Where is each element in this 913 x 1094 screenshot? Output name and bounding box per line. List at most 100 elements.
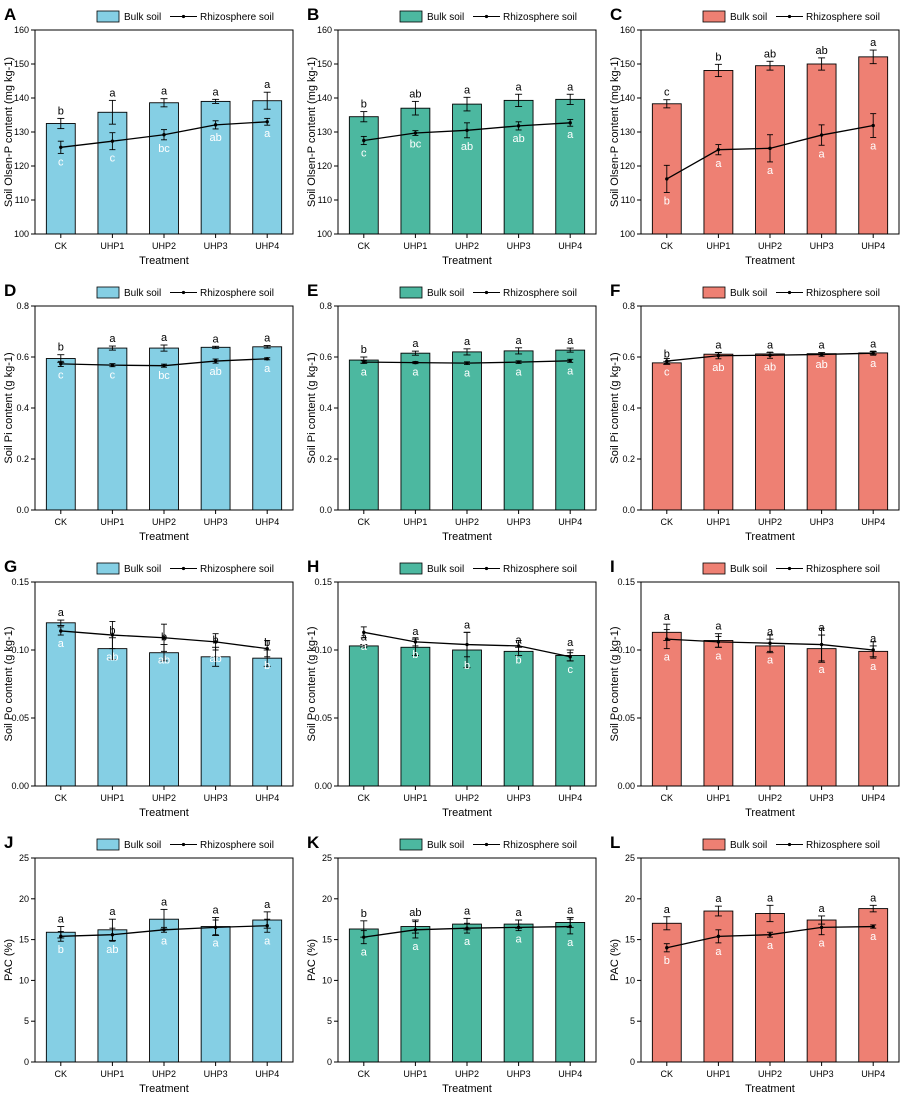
bar-bulk-uhp1: [400, 646, 431, 787]
y-tick-label: 0.00: [11, 781, 29, 791]
x-tick-label: UHP1: [100, 241, 124, 251]
sig-letter-bulk: a: [819, 622, 826, 634]
y-tick-label: 0.0: [319, 505, 332, 515]
x-tick-label: UHP2: [758, 1069, 782, 1079]
x-tick-label: CK: [55, 517, 68, 527]
y-tick-label: 0.6: [319, 352, 332, 362]
y-tick-label: 25: [322, 853, 332, 863]
sig-letter-bulk: b: [161, 632, 167, 644]
legend-bulk-label: Bulk soil: [730, 12, 767, 23]
x-tick-label: UHP4: [861, 1069, 885, 1079]
panel-letter: F: [610, 281, 620, 300]
bar-bulk-uhp3: [503, 650, 534, 787]
sig-letter-bulk: ab: [815, 45, 827, 57]
x-tick-label: UHP3: [204, 517, 228, 527]
point-rhizo-uhp3: [213, 123, 218, 127]
point-rhizo-ck: [59, 629, 63, 633]
x-axis-label: Treatment: [442, 531, 492, 543]
sig-letter-bulk: a: [161, 896, 168, 908]
x-tick-label: UHP3: [810, 517, 834, 527]
y-tick-label: 120: [620, 161, 635, 171]
sig-letter-rhizo: a: [361, 366, 368, 378]
point-rhizo-uhp2: [768, 933, 772, 937]
bar-bulk-uhp3: [806, 63, 837, 235]
sig-letter-rhizo: a: [464, 367, 471, 379]
x-tick-label: UHP4: [558, 241, 582, 251]
legend-bulk-label: Bulk soil: [427, 12, 464, 23]
sig-letter-rhizo: ab: [106, 944, 118, 956]
errorbar-bulk: [108, 99, 116, 125]
y-axis-label: Soil Olsen-P content (mg kg-1): [3, 57, 15, 207]
sig-letter-bulk: a: [664, 904, 671, 916]
bar-bulk-uhp2: [452, 923, 482, 1063]
point-rhizo-uhp1: [716, 354, 721, 358]
point-rhizo-uhp1: [413, 640, 418, 644]
point-rhizo-uhp3: [819, 352, 824, 357]
y-tick-label: 100: [620, 229, 635, 239]
legend: Bulk soil Rhizosphere soil: [96, 10, 274, 23]
bar-bulk-ck: [45, 622, 76, 787]
legend-rhizo-marker: [181, 842, 186, 847]
sig-letter-bulk: a: [870, 633, 877, 645]
x-axis-label: Treatment: [139, 255, 189, 267]
sig-letter-bulk: a: [516, 335, 523, 347]
y-tick-label: 150: [14, 59, 29, 69]
bar-bulk-uhp4: [858, 56, 889, 235]
errorbar-bulk: [160, 344, 168, 352]
y-tick-label: 0.2: [319, 454, 332, 464]
panel-letter: D: [4, 281, 16, 300]
sig-letter-rhizo: b: [264, 660, 270, 672]
sig-letter-rhizo: a: [567, 937, 574, 949]
y-tick-label: 0.00: [617, 781, 635, 791]
sig-letter-rhizo: bc: [410, 138, 422, 150]
sig-letter-rhizo: a: [412, 367, 419, 379]
point-rhizo-uhp1: [413, 360, 418, 365]
sig-letter-bulk: a: [767, 892, 774, 904]
sig-letter-rhizo: ab: [461, 141, 473, 153]
y-tick-label: 5: [630, 1016, 635, 1026]
panel-letter: C: [610, 5, 622, 24]
sig-letter-rhizo: ab: [106, 652, 118, 664]
x-tick-label: UHP2: [152, 793, 176, 803]
bar-bulk-uhp3: [806, 648, 837, 787]
point-rhizo-ck: [665, 177, 669, 181]
y-tick-label: 0.6: [622, 352, 635, 362]
sig-letter-bulk: a: [516, 907, 523, 919]
legend-bulk-label: Bulk soil: [427, 840, 464, 851]
bar-bulk-uhp3: [200, 926, 231, 1063]
y-tick-label: 0.4: [622, 403, 635, 413]
sig-letter-rhizo: a: [767, 940, 774, 952]
x-tick-label: CK: [55, 241, 68, 251]
x-tick-label: UHP1: [403, 517, 427, 527]
bar-bulk-uhp1: [703, 640, 734, 787]
sig-letter-rhizo: c: [110, 153, 116, 165]
y-tick-label: 150: [317, 59, 332, 69]
panel-letter: A: [4, 5, 16, 24]
y-tick-label: 130: [620, 127, 635, 137]
sig-letter-bulk: b: [361, 908, 367, 920]
x-axis-label: Treatment: [139, 531, 189, 543]
x-tick-label: UHP1: [706, 1069, 730, 1079]
point-rhizo-uhp4: [568, 924, 572, 929]
y-axis-label: PAC (%): [3, 939, 15, 981]
y-tick-label: 20: [322, 894, 332, 904]
bar-bulk-uhp4: [555, 922, 586, 1063]
sig-letter-bulk: a: [161, 332, 168, 344]
legend-rhizo-label: Rhizosphere soil: [503, 12, 577, 23]
point-rhizo-uhp4: [568, 655, 572, 659]
panel-a: A Bulk soil Rhizosphere soil b a a a a c c bc ab a 10…: [3, 5, 294, 267]
bar-bulk-ck: [348, 645, 379, 787]
bar-bulk-uhp1: [97, 648, 128, 787]
sig-letter-bulk: a: [361, 632, 368, 644]
sig-letter-rhizo: a: [870, 661, 877, 673]
errorbar-bulk: [463, 348, 471, 356]
point-rhizo-uhp4: [871, 351, 875, 355]
sig-letter-bulk: a: [767, 339, 774, 351]
bar-bulk-uhp1: [400, 352, 431, 511]
legend-rhizo-marker: [484, 566, 489, 571]
x-axis-label: Treatment: [139, 1083, 189, 1094]
sig-letter-rhizo: ab: [209, 653, 221, 665]
y-tick-label: 0.15: [11, 577, 29, 587]
